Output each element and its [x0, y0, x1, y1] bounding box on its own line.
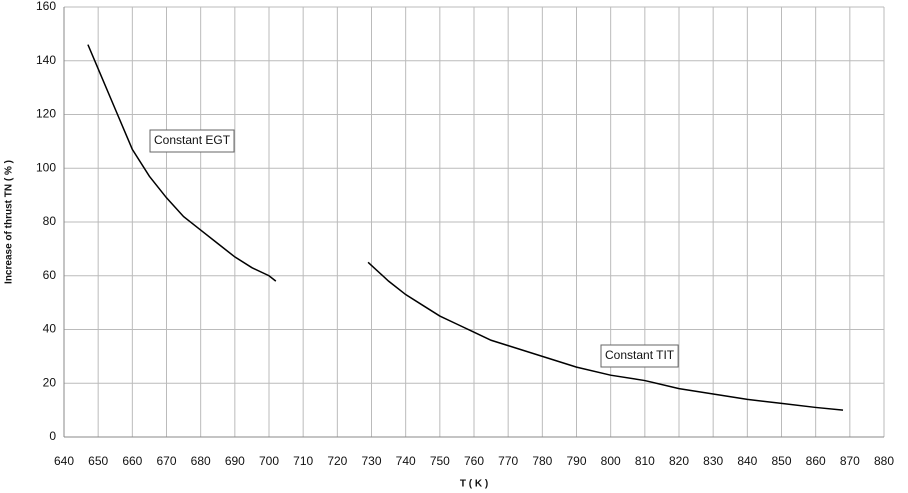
- series-label: Constant TIT: [605, 348, 675, 362]
- line-series: [87, 44, 277, 282]
- x-tick-label: 810: [635, 454, 655, 468]
- y-tick-label: 60: [43, 268, 57, 282]
- x-tick-label: 840: [737, 454, 757, 468]
- x-tick-label: 680: [191, 454, 211, 468]
- x-tick-label: 690: [225, 454, 245, 468]
- y-tick-label: 100: [36, 160, 56, 174]
- x-tick-label: 730: [361, 454, 381, 468]
- y-axis-title: Increase of thrust TN ( % ): [4, 160, 15, 284]
- x-tick-label: 660: [122, 454, 142, 468]
- x-tick-label: 870: [840, 454, 860, 468]
- y-tick-label: 40: [43, 322, 57, 336]
- series-label: Constant EGT: [154, 133, 231, 147]
- y-tick-label: 120: [36, 107, 56, 121]
- line-series: [367, 261, 844, 411]
- x-tick-label: 740: [396, 454, 416, 468]
- x-axis-title: T ( K ): [460, 479, 488, 490]
- x-tick-label: 800: [601, 454, 621, 468]
- x-tick-label: 640: [54, 454, 74, 468]
- label-box: [600, 344, 679, 368]
- x-tick-label: 750: [430, 454, 450, 468]
- x-tick-label: 850: [771, 454, 791, 468]
- y-tick-label: 0: [49, 429, 56, 443]
- x-tick-label: 820: [669, 454, 689, 468]
- y-tick-label: 140: [36, 53, 56, 67]
- x-tick-label: 880: [874, 454, 894, 468]
- x-tick-label: 710: [293, 454, 313, 468]
- x-tick-label: 670: [156, 454, 176, 468]
- x-tick-label: 830: [703, 454, 723, 468]
- x-tick-label: 760: [464, 454, 484, 468]
- y-tick-label: 20: [43, 375, 57, 389]
- label-box: [149, 129, 235, 153]
- x-tick-label: 860: [806, 454, 826, 468]
- x-tick-label: 720: [327, 454, 347, 468]
- x-tick-label: 770: [498, 454, 518, 468]
- x-tick-label: 700: [259, 454, 279, 468]
- x-tick-label: 650: [88, 454, 108, 468]
- y-tick-label: 80: [43, 214, 57, 228]
- x-tick-label: 780: [532, 454, 552, 468]
- y-tick-label: 160: [36, 0, 56, 13]
- x-tick-label: 790: [566, 454, 586, 468]
